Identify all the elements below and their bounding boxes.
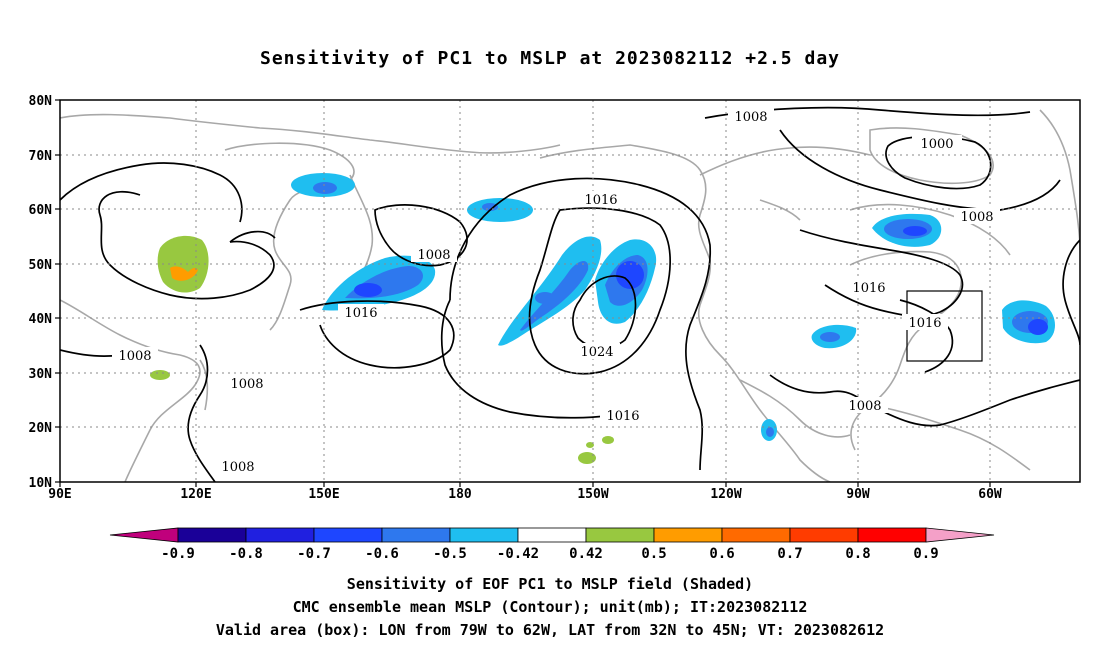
lat-label: 80N — [29, 94, 53, 109]
lat-label: 70N — [29, 149, 53, 164]
shade-region — [535, 292, 555, 304]
colorbar-swatch — [245, 527, 315, 543]
lat-labels: 80N 70N 60N 50N 40N 30N 20N 10N — [29, 94, 53, 491]
colorbar-label: -0.9 — [161, 546, 195, 562]
shade-region — [1028, 319, 1048, 335]
colorbar-arrow-left — [109, 527, 179, 543]
isobar-label: 1000 — [920, 137, 953, 152]
colorbar-label: 0.6 — [709, 546, 734, 562]
isobar-label: 1016 — [852, 281, 885, 296]
colorbar-swatch — [857, 527, 927, 543]
isobar-label: 1016 — [908, 316, 941, 331]
graticule — [60, 100, 1080, 482]
caption-shaded: Sensitivity of EOF PC1 to MSLP field (Sh… — [346, 575, 754, 593]
shade-region — [170, 266, 198, 281]
lon-label: 60W — [978, 487, 1002, 502]
isobar-label: 1016 — [344, 306, 377, 321]
shade-region — [616, 261, 644, 289]
colorbar-swatch — [517, 527, 587, 543]
lat-label: 40N — [29, 312, 53, 327]
lat-label: 30N — [29, 367, 53, 382]
isobar-label: 1016 — [606, 409, 639, 424]
colorbar-label: 0.8 — [845, 546, 870, 562]
colorbar-label: 0.5 — [641, 546, 666, 562]
isobar-label: 1008 — [848, 399, 881, 414]
isobar-label: 1008 — [960, 210, 993, 225]
lat-label: 50N — [29, 258, 53, 273]
lat-label: 60N — [29, 203, 53, 218]
colorbar-label: -0.5 — [433, 546, 467, 562]
lon-label: 120E — [180, 487, 211, 502]
shade-region — [903, 226, 927, 236]
shade-region — [313, 182, 337, 194]
isobar-label: 1016 — [584, 193, 617, 208]
isobars — [60, 106, 1080, 482]
shade-region — [820, 332, 840, 342]
colorbar-swatch — [381, 527, 451, 543]
shade-region — [354, 283, 382, 297]
colorbar-label: -0.7 — [297, 546, 331, 562]
isobar-labels: 1008 1000 1008 1016 1008 1016 1016 1016 … — [112, 108, 1000, 475]
isobar-label: 1008 — [417, 248, 450, 263]
isobar-label: 1008 — [118, 349, 151, 364]
isobar-label: 1008 — [734, 110, 767, 125]
lon-label: 150W — [577, 487, 608, 502]
shade-region — [766, 427, 774, 437]
colorbar-label: 0.42 — [569, 546, 603, 562]
colorbar-label: 0.9 — [913, 546, 938, 562]
shade-region — [602, 436, 614, 444]
lon-label: 90E — [48, 487, 71, 502]
shade-region — [578, 452, 596, 464]
colorbar-label: -0.8 — [229, 546, 263, 562]
isobar-label: 1008 — [221, 460, 254, 475]
shade-region — [157, 235, 209, 293]
colorbar-swatch — [585, 527, 655, 543]
colorbar-swatch — [449, 527, 519, 543]
colorbar-label: 0.7 — [777, 546, 802, 562]
colorbar-label: -0.42 — [497, 546, 539, 562]
caption-valid-area: Valid area (box): LON from 79W to 62W, L… — [215, 621, 885, 639]
colorbar-swatch — [721, 527, 791, 543]
caption-contour: CMC ensemble mean MSLP (Contour); unit(m… — [292, 598, 808, 616]
colorbar-swatch — [177, 527, 247, 543]
tick-marks — [55, 99, 991, 487]
colorbar-swatch — [789, 527, 859, 543]
lat-label: 20N — [29, 421, 53, 436]
colorbar-swatch — [653, 527, 723, 543]
lon-labels: 90E 120E 150E 180 150W 120W 90W 60W — [48, 487, 1002, 502]
isobar-label: 1024 — [580, 345, 613, 360]
shade-region — [586, 442, 594, 448]
lat-label: 10N — [29, 476, 53, 491]
colorbar-arrow-right — [925, 527, 995, 543]
colorbar-label: -0.6 — [365, 546, 399, 562]
lon-label: 90W — [846, 487, 870, 502]
lon-label: 180 — [448, 487, 472, 502]
chart-title: Sensitivity of PC1 to MSLP at 2023082112… — [259, 48, 840, 69]
lon-label: 120W — [710, 487, 741, 502]
colorbar-swatch — [313, 527, 383, 543]
isobar-label: 1008 — [230, 377, 263, 392]
map-frame — [59, 99, 1081, 483]
colorbar: -0.9 -0.8 -0.7 -0.6 -0.5 -0.42 0.42 0.5 0.6 0.7 0.… — [109, 527, 995, 562]
shade-region — [150, 370, 170, 380]
lon-label: 150E — [308, 487, 339, 502]
